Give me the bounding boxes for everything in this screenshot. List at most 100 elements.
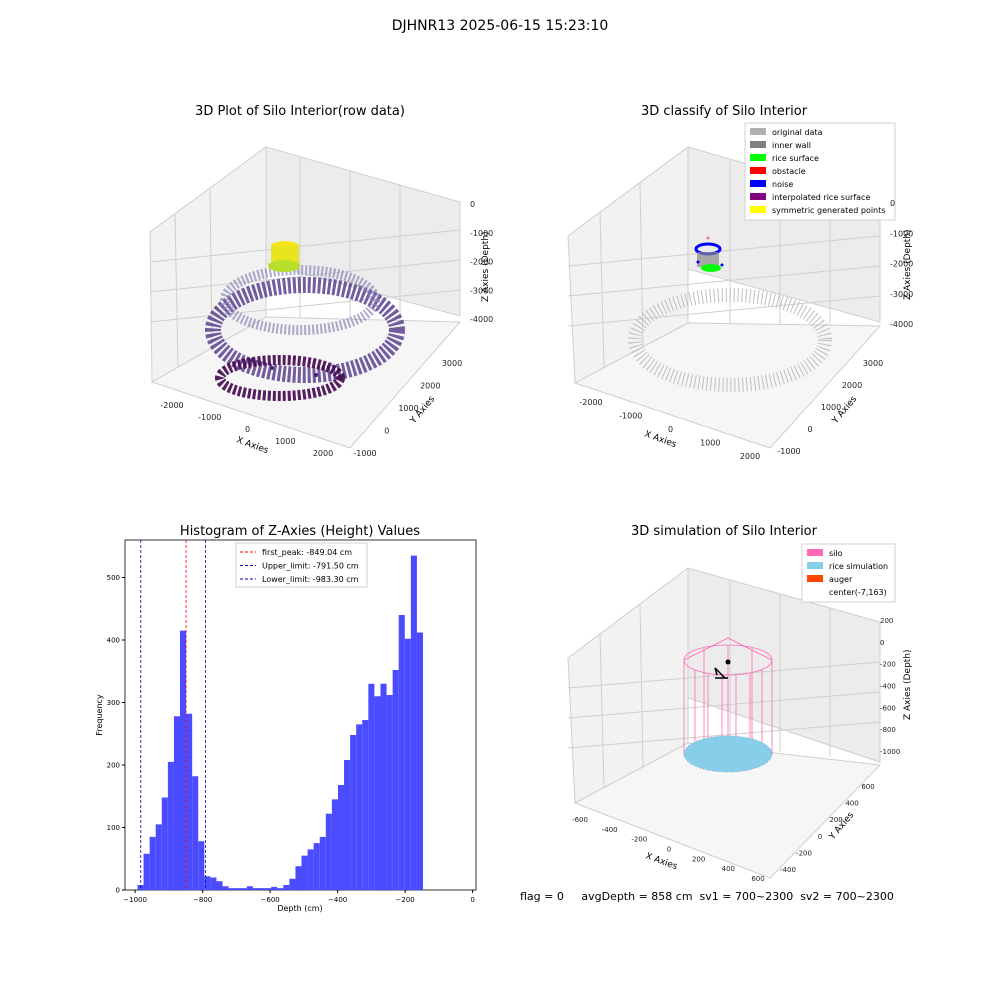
raw-z-tick: -3000 <box>470 286 493 295</box>
panel-raw-title: 3D Plot of Silo Interior(row data) <box>195 104 405 119</box>
classify-points <box>628 236 832 392</box>
x-tick-label: −600 <box>261 896 280 904</box>
simulation-z-ticks: 200 0 -200 -400 -600 -800 -1000 <box>880 617 900 756</box>
raw-y-tick: 3000 <box>442 359 462 368</box>
histogram-bar <box>404 638 411 890</box>
simulation-z-tick: -200 <box>880 661 896 669</box>
histogram-bar <box>289 878 296 890</box>
simulation-y-tick: 600 <box>861 783 874 791</box>
histogram-bar <box>325 813 332 890</box>
x-tick-label: −1000 <box>123 896 147 904</box>
simulation-y-tick: -200 <box>796 849 812 857</box>
raw-y-tick: 2000 <box>420 382 440 391</box>
histogram-bar <box>234 888 241 890</box>
histogram-bar <box>216 881 223 890</box>
histogram-bar <box>155 824 162 890</box>
histogram-bar <box>301 855 308 890</box>
classify-y-tick: 3000 <box>863 359 883 368</box>
histogram-bar <box>380 683 387 890</box>
raw-points <box>205 241 405 401</box>
classify-x-ticks: -2000 -1000 0 1000 2000 <box>579 398 760 461</box>
raw-zlabel: Z Axies (Depth) <box>481 231 491 302</box>
classify-legend-frame <box>744 122 896 221</box>
histogram-bar <box>283 885 290 890</box>
histogram-bar <box>271 886 278 890</box>
histogram-bar <box>265 888 272 890</box>
simulation-axes-box <box>566 567 882 879</box>
classify-y-ticks: -1000 0 1000 2000 3000 <box>777 359 883 456</box>
histogram-legend-label: Lower_limit: -983.30 cm <box>262 575 359 584</box>
raw-z-tick: 0 <box>470 200 475 209</box>
simulation-y-tick: -400 <box>780 866 796 874</box>
simulation-x-tick: 200 <box>692 855 705 863</box>
histogram-bar <box>356 724 363 890</box>
panel-simulation-title: 3D simulation of Silo Interior <box>631 524 817 539</box>
simulation-legend-swatch <box>807 562 823 569</box>
x-tick-label: −200 <box>396 896 415 904</box>
classify-z-tick: -1000 <box>890 229 913 238</box>
histogram-legend-frame <box>235 542 368 588</box>
simulation-zlabel: Z Axies (Depth) <box>903 649 913 720</box>
simulation-z-tick: -800 <box>880 726 896 734</box>
classify-x-tick: 2000 <box>740 452 760 461</box>
simulation-y-tick: 200 <box>829 816 842 824</box>
raw-axes-box <box>148 146 462 449</box>
classify-legend-label: original data <box>772 128 823 137</box>
classify-x-tick: 1000 <box>700 439 720 448</box>
histogram-legend-label: first_peak: -849.04 cm <box>262 548 352 557</box>
classify-y-tick: 0 <box>807 425 812 434</box>
histogram-bar <box>319 836 326 890</box>
simulation-x-tick: 400 <box>722 865 735 873</box>
histogram-bar <box>204 876 211 890</box>
histogram-bar <box>410 555 417 890</box>
classify-legend-label: obstacle <box>772 167 806 176</box>
simulation-x-tick: -600 <box>572 816 588 824</box>
raw-z-tick: -4000 <box>470 315 493 324</box>
histogram-bar <box>161 797 168 890</box>
histogram-bar <box>167 761 174 890</box>
y-tick-label: 100 <box>107 824 120 832</box>
simulation-y-tick: 400 <box>845 800 858 808</box>
simulation-x-tick: 600 <box>751 875 764 883</box>
simulation-z-tick: -600 <box>880 704 896 712</box>
classify-y-tick: -1000 <box>777 447 800 456</box>
classify-legend-swatch <box>750 180 766 187</box>
histogram-title: Histogram of Z-Axies (Height) Values <box>179 524 421 539</box>
histogram-bar <box>313 843 320 890</box>
simulation-z-tick: -400 <box>880 683 896 691</box>
raw-xlabel: X Axies <box>235 435 270 456</box>
raw-x-tick: -2000 <box>160 401 183 410</box>
histogram-bar <box>374 696 381 890</box>
histogram-bar <box>192 776 199 890</box>
x-tick-label: −800 <box>193 896 212 904</box>
classify-z-tick: -2000 <box>890 260 913 269</box>
simulation-x-tick: -400 <box>602 826 618 834</box>
raw-y-tick: 1000 <box>398 404 418 413</box>
histogram-reference-lines <box>140 540 206 890</box>
histogram-bar <box>398 615 405 890</box>
y-tick-label: 400 <box>107 637 120 645</box>
raw-z-ticks: 0 -1000 -2000 -3000 -4000 <box>470 200 493 324</box>
raw-y-tick: -1000 <box>353 449 376 458</box>
simulation-legend-swatch <box>807 549 823 556</box>
histogram-bar <box>331 799 338 890</box>
raw-x-tick: -1000 <box>198 413 221 422</box>
histogram-bars <box>137 555 424 890</box>
classify-legend-swatch <box>750 193 766 200</box>
y-tick-label: 500 <box>107 574 120 582</box>
classify-zlabel: Z Axies (Depth) <box>903 229 913 300</box>
panel-simulation-3d: silo rice simulation auger center(-7,163) -… <box>566 543 913 883</box>
classify-x-tick: -2000 <box>579 398 602 407</box>
histogram-bar <box>149 836 156 890</box>
classify-z-tick: -3000 <box>890 290 913 299</box>
x-tick-label: −400 <box>328 896 347 904</box>
classify-x-tick: -1000 <box>619 412 642 421</box>
histogram-ylabel: Frequency <box>95 694 104 736</box>
histogram-bar <box>416 632 424 890</box>
classify-legend-label: rice surface <box>772 154 819 163</box>
histogram-y-ticks: 0 100 200 300 400 500 <box>107 574 125 895</box>
classify-z-ticks: 0 -1000 -2000 -3000 -4000 <box>890 199 913 329</box>
histogram-bar <box>350 735 357 890</box>
histogram-bar <box>246 886 253 890</box>
